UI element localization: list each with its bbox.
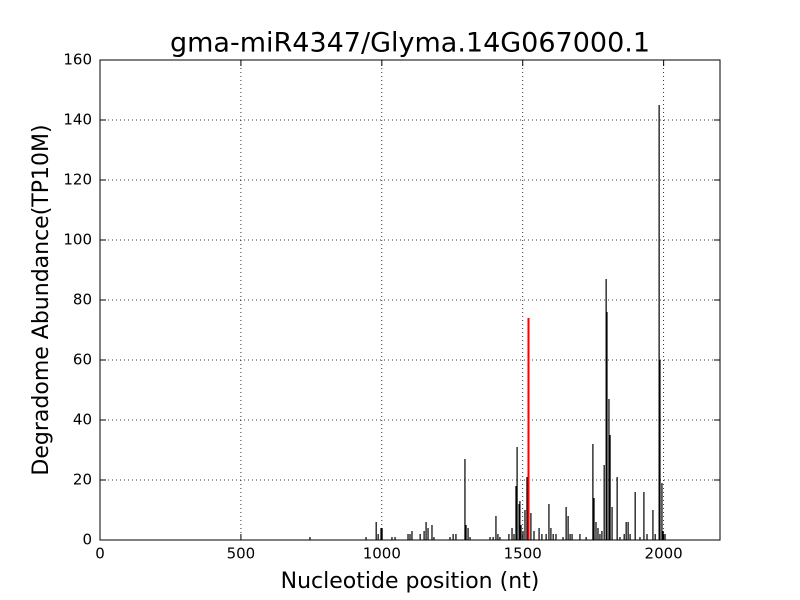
x-tick-label: 1000 — [363, 545, 401, 563]
y-tick-label: 0 — [82, 531, 92, 549]
y-tick-label: 60 — [73, 351, 92, 369]
y-tick-label: 140 — [63, 111, 92, 129]
y-tick-label: 20 — [73, 471, 92, 489]
y-tick-label: 80 — [73, 291, 92, 309]
chart-title: gma-miR4347/Glyma.14G067000.1 — [170, 28, 650, 59]
x-tick-label: 2000 — [645, 545, 683, 563]
x-tick-label: 1500 — [504, 545, 542, 563]
x-tick-label: 500 — [227, 545, 256, 563]
y-tick-label: 100 — [63, 231, 92, 249]
plot-frame — [99, 59, 721, 541]
x-axis-label: Nucleotide position (nt) — [281, 569, 540, 594]
y-axis-label: Degradome Abundance(TP10M) — [29, 124, 54, 475]
y-tick-label: 120 — [63, 171, 92, 189]
y-tick-label: 40 — [73, 411, 92, 429]
x-tick-label: 0 — [95, 545, 105, 563]
y-tick-label: 160 — [63, 51, 92, 69]
